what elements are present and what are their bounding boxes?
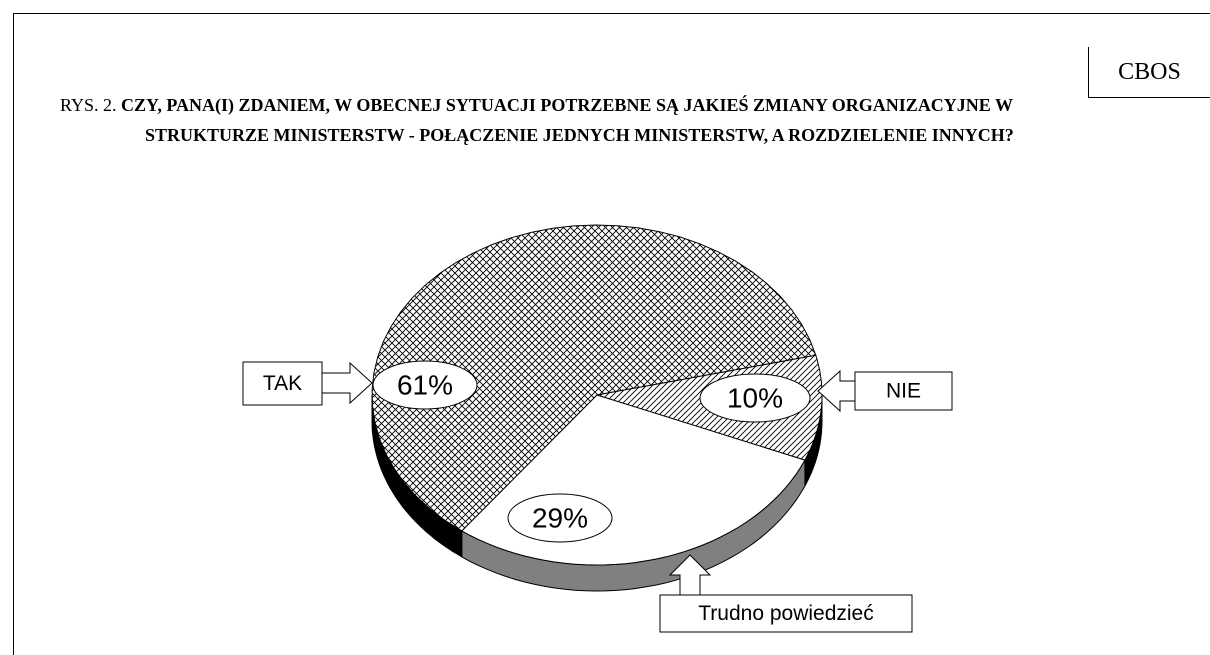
source: CBOS	[1088, 47, 1210, 98]
callout-box	[659, 594, 913, 633]
title-block: RYS. 2. CZY, PANA(I) ZDANIEM, W OBECNEJ …	[60, 90, 1120, 150]
callout-arrow	[321, 361, 373, 405]
label-bubble	[699, 373, 811, 423]
data-label: 61%	[397, 369, 453, 400]
label-bubble	[507, 493, 613, 543]
callout-box	[854, 371, 953, 411]
figure-label: RYS. 2.	[60, 95, 117, 115]
category-label: Trudno powiedzieć	[698, 602, 874, 625]
callout-arrow	[817, 369, 856, 413]
data-label: 10%	[727, 382, 783, 413]
category-label: NIE	[886, 380, 921, 403]
chart-title: CZY, PANA(I) ZDANIEM, W OBECNEJ SYTUACJI…	[121, 95, 1014, 145]
slice	[371, 224, 817, 532]
data-label: 29%	[532, 502, 588, 533]
frame	[13, 13, 1210, 655]
callout-box	[242, 361, 323, 406]
callout-arrow	[668, 554, 712, 596]
category-label: TAK	[263, 372, 302, 395]
label-bubble	[372, 360, 478, 410]
